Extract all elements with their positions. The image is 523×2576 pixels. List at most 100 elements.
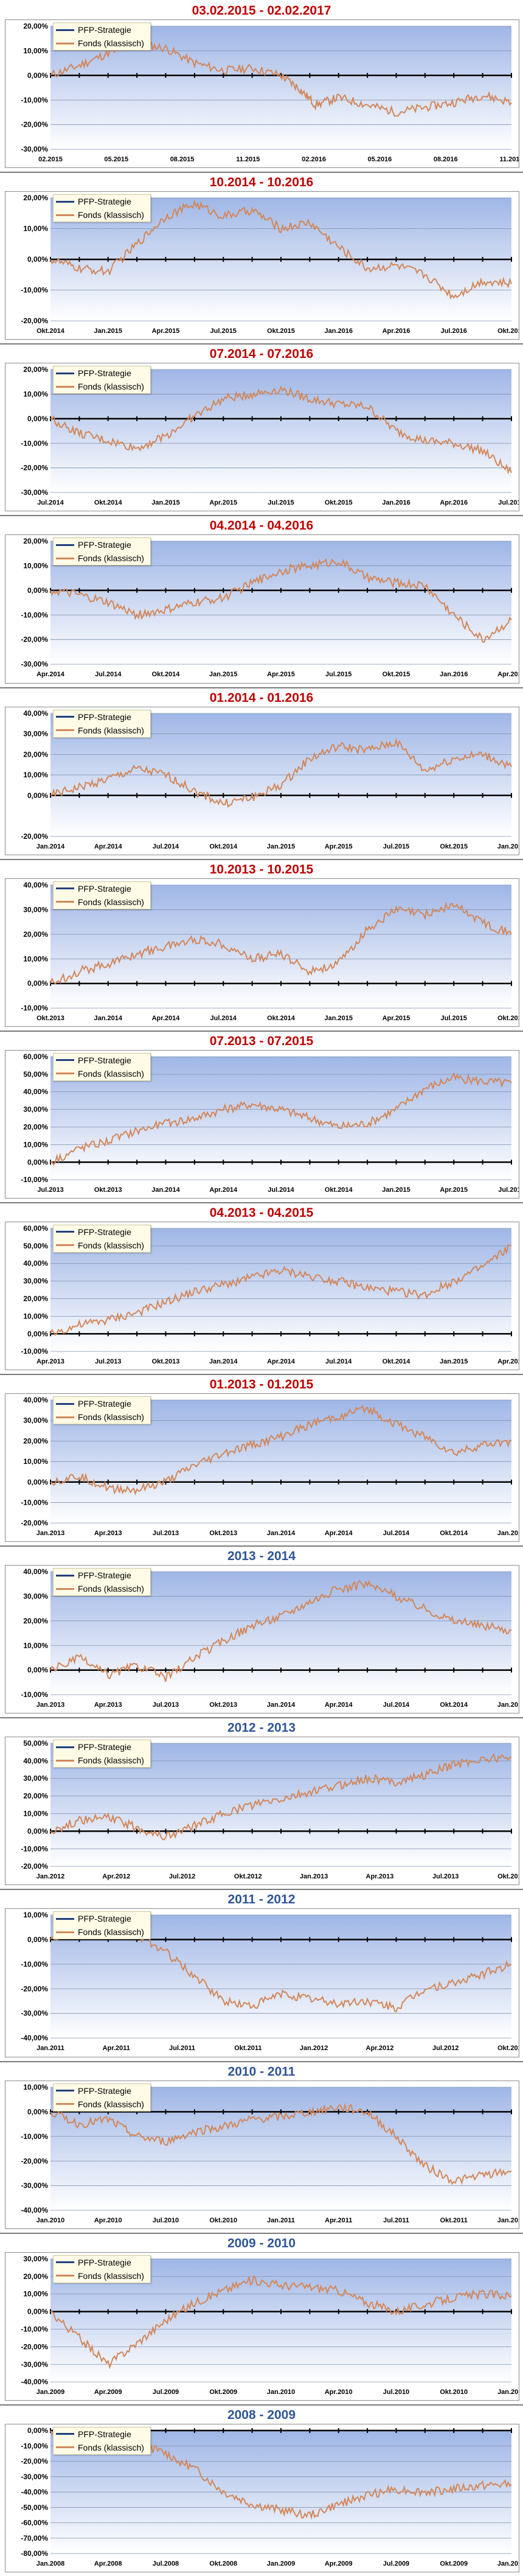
y-tick-label: 0,00% — [27, 71, 48, 80]
y-tick-label: 50,00% — [23, 1739, 48, 1748]
legend-entry: Fonds (klassisch) — [56, 1925, 144, 1939]
chart-title: 03.02.2015 - 02.02.2017 — [192, 4, 331, 18]
legend-swatch — [56, 29, 74, 31]
y-tick-label: 20,00% — [23, 194, 48, 202]
y-tick-label: -10,00% — [21, 439, 48, 448]
y-tick-label: -20,00% — [21, 2157, 48, 2165]
y-tick-label: -20,00% — [21, 1862, 48, 1871]
x-tick-label: Apr.2011 — [103, 2045, 130, 2053]
panel-divider — [0, 2060, 523, 2062]
x-tick-label: Apr.2011 — [325, 2217, 352, 2224]
x-tick-label: Jan.2015 — [151, 499, 179, 506]
y-tick-label: 30,00% — [23, 2255, 48, 2263]
chart-legend: PFP-Strategie Fonds (klassisch) — [53, 1740, 151, 1768]
chart-frame: -40,00% -30,00% -20,00% -10,00% 0,00% 10,00% 2… — [5, 2252, 519, 2401]
x-tick-label: Jul.2014 — [95, 671, 122, 679]
y-tick-label: 0,00% — [27, 586, 48, 595]
y-tick-label: 0,00% — [27, 1666, 48, 1675]
y-tick-label: 0,00% — [27, 1329, 48, 1338]
chart-title: 01.2013 - 01.2015 — [209, 1377, 314, 1392]
x-tick-label: Apr.2015 — [383, 1015, 410, 1022]
legend-swatch — [56, 1402, 74, 1405]
legend-swatch — [56, 1759, 74, 1762]
chart-title: 2012 - 2013 — [227, 1721, 296, 1735]
chart-title: 04.2013 - 04.2015 — [209, 1205, 314, 1220]
legend-swatch — [56, 1073, 74, 1075]
y-tick-label: 30,00% — [23, 1105, 48, 1113]
legend-label: Fonds (klassisch) — [78, 382, 144, 392]
chart-title: 04.2014 - 04.2016 — [209, 519, 314, 533]
legend-label: PFP-Strategie — [78, 1914, 131, 1924]
y-tick-label: 40,00% — [23, 1567, 48, 1576]
chart-panel: 04.2014 - 04.2016 -30,00% -20,00% -10,00% 0,… — [0, 515, 523, 687]
x-tick-label: Apr.2015 — [267, 671, 295, 679]
y-tick-label: 10,00% — [23, 1312, 48, 1320]
y-tick-label: 10,00% — [23, 225, 48, 233]
legend-label: PFP-Strategie — [78, 1399, 131, 1409]
chart-legend: PFP-Strategie Fonds (klassisch) — [53, 881, 151, 909]
y-tick-label: 40,00% — [23, 1259, 48, 1268]
y-tick-label: 0,00% — [27, 415, 48, 423]
y-tick-label: -10,00% — [21, 2441, 48, 2450]
chart-frame: -10,00% 0,00% 10,00% 20,00% 30,00% 40,00% 50,0… — [5, 1221, 519, 1371]
panel-divider — [0, 1374, 523, 1376]
chart-panel: 2008 - 2009 -80,00% -70,00% -60,00% -50,00% -… — [0, 2404, 523, 2576]
legend-entry: Fonds (klassisch) — [56, 2098, 144, 2111]
x-tick-label: Apr.2010 — [94, 2217, 122, 2224]
y-tick-label: 10,00% — [23, 2289, 48, 2298]
legend-entry: PFP-Strategie — [56, 2084, 144, 2098]
fonds-klassisch-line — [50, 1072, 512, 1166]
legend-label: Fonds (klassisch) — [78, 1240, 144, 1250]
x-tick-label: Apr.2016 — [383, 327, 410, 335]
x-tick-label: Okt.2010 — [209, 2217, 237, 2224]
fonds-klassisch-line — [50, 558, 512, 643]
chart-title: 07.2014 - 07.2016 — [209, 347, 314, 362]
x-tick-label: Okt.2014 — [209, 843, 238, 850]
legend-label: PFP-Strategie — [78, 1570, 131, 1581]
y-tick-label: 20,00% — [23, 1617, 48, 1625]
x-tick-label: Okt.2013 — [94, 1186, 122, 1194]
x-tick-label: Apr.2008 — [94, 2560, 122, 2567]
x-tick-label: Jul.2010 — [383, 2389, 409, 2396]
chart-panel: 07.2013 - 07.2015 -10,00% 0,00% 10,00% 20,00… — [0, 1030, 523, 1202]
fonds-klassisch-line — [50, 901, 512, 985]
legend-label: PFP-Strategie — [78, 883, 131, 894]
x-tick-label: Jul.2012 — [169, 1873, 195, 1880]
legend-label: Fonds (klassisch) — [78, 2099, 144, 2109]
x-tick-label: Jan.2010 — [36, 2217, 64, 2224]
legend-swatch — [56, 214, 74, 216]
x-tick-label: Jan.2016 — [382, 499, 410, 506]
y-tick-label: 20,00% — [23, 1122, 48, 1131]
chart-frame: -10,00% 0,00% 10,00% 20,00% 30,00% 40,00% Okt.… — [5, 878, 519, 1027]
chart-frame: -20,00% -10,00% 0,00% 10,00% 20,00% Okt.2014 J… — [5, 191, 519, 340]
y-tick-label: 20,00% — [23, 930, 48, 939]
legend-label: Fonds (klassisch) — [78, 1412, 144, 1423]
x-tick-label: Jul.2016 — [441, 327, 467, 335]
x-tick-label: Jul.2013 — [153, 1530, 179, 1537]
y-tick-label: 20,00% — [23, 2272, 48, 2281]
legend-swatch — [56, 42, 74, 44]
legend-label: PFP-Strategie — [78, 197, 131, 207]
fonds-klassisch-line — [50, 1244, 512, 1336]
chart-panel: 10.2013 - 10.2015 -10,00% 0,00% 10,00% 20,00… — [0, 858, 523, 1031]
fonds-klassisch-line — [50, 385, 512, 475]
chart-legend: PFP-Strategie Fonds (klassisch) — [53, 1396, 151, 1425]
legend-entry: Fonds (klassisch) — [56, 1239, 144, 1252]
x-tick-label: Jul.2014 — [383, 1701, 410, 1709]
legend-swatch — [56, 544, 74, 546]
legend-label: Fonds (klassisch) — [78, 1068, 144, 1079]
x-tick-label: Jan.2011 — [267, 2217, 295, 2224]
chart-title: 2011 - 2012 — [227, 1892, 296, 1907]
chart-panel: 07.2014 - 07.2016 -30,00% -20,00% -10,00% 0,… — [0, 343, 523, 515]
x-tick-label: Okt.2013 — [36, 1015, 64, 1022]
x-tick-label: Jan.2011 — [36, 2045, 64, 2053]
x-tick-label: Okt.2009 — [440, 2560, 468, 2567]
legend-label: Fonds (klassisch) — [78, 1755, 144, 1766]
x-tick-label: Okt.2010 — [440, 2389, 468, 2396]
x-tick-label: Jul.2015 — [210, 327, 237, 335]
legend-entry: Fonds (klassisch) — [56, 1067, 144, 1080]
x-tick-label: Jul.2016 — [498, 499, 519, 506]
x-tick-label: Jan.2014 — [94, 1015, 123, 1022]
x-tick-label: Okt.2013 — [209, 1701, 237, 1709]
chart-panel: 04.2013 - 04.2015 -10,00% 0,00% 10,00% 20,00… — [0, 1202, 523, 1374]
